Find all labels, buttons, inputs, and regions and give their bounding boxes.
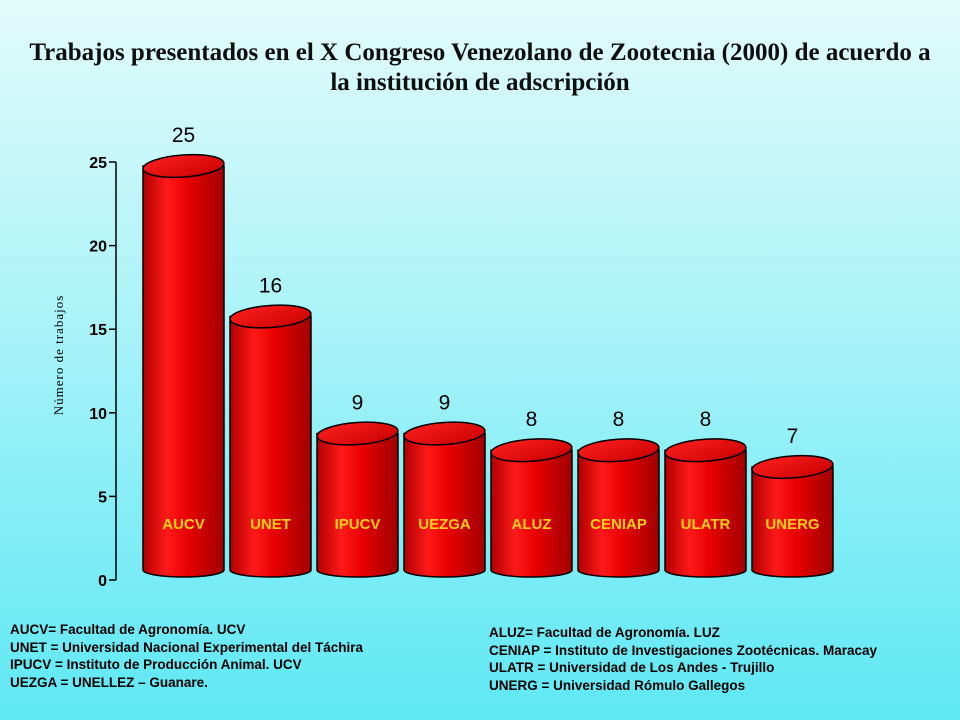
bar-body (403, 432, 486, 578)
bar-aucv: 25 AUCV (142, 124, 225, 578)
bar-category-label: AUCV (162, 516, 205, 533)
bar-uezga: 9 UEZGA (403, 392, 486, 578)
bar-unet: 16 UNET (229, 274, 312, 578)
bar-body (664, 449, 747, 578)
legend-right-line: ALUZ= Facultad de Agronomía. LUZ (489, 625, 720, 640)
legend-left: AUCV= Facultad de Agronomía. UCV UNET = … (10, 621, 363, 691)
bar-unerg: 7 UNERG (751, 425, 834, 578)
legend-left-line: UNET = Universidad Nacional Experimental… (10, 639, 363, 655)
bar-top (229, 304, 312, 329)
bar-aluz: 8 ALUZ (490, 408, 573, 578)
bar-value-label: 7 (787, 425, 799, 448)
bar-value-label: 8 (700, 408, 712, 431)
bar-body (229, 315, 312, 578)
y-tick-label: 0 (98, 573, 107, 590)
bar-ipucv: 9 IPUCV (316, 392, 399, 578)
legend-left-line: UEZGA = UNELLEZ – Guanare. (10, 674, 208, 690)
y-tick-label: 10 (89, 406, 107, 423)
bar-category-label: IPUCV (335, 516, 381, 533)
bar-value-label: 16 (259, 274, 282, 297)
bar-top (316, 421, 399, 446)
legend-right-line: UNERG = Universidad Rómulo Gallegos (489, 677, 746, 693)
bar-top (577, 438, 660, 463)
legend-right: ALUZ= Facultad de Agronomía. LUZ CENIAP … (489, 624, 877, 694)
bar-top (490, 438, 573, 463)
bar-category-label: UEZGA (418, 516, 471, 533)
bar-category-label: ALUZ (512, 516, 552, 533)
bar-value-label: 9 (439, 392, 451, 415)
bar-chart: 0 5 10 15 20 25 Número de trabajos 25 AUCV 16 UNE… (51, 124, 834, 590)
bar-body (490, 449, 573, 578)
bar-category-label: UNET (250, 516, 291, 533)
bar-category-label: ULATR (681, 516, 731, 533)
bar-category-label: UNERG (765, 516, 819, 533)
bar-body (142, 165, 225, 578)
bar-ulatr: 8 ULATR (664, 408, 747, 578)
bar-value-label: 25 (172, 124, 195, 147)
y-tick-label: 15 (89, 322, 107, 339)
bar-value-label: 9 (352, 392, 364, 415)
chart-title: Trabajos presentados en el X Congreso Ve… (29, 39, 931, 96)
bar-top (751, 454, 834, 480)
legend-right-line: ULATR = Universidad de Los Andes - Truji… (489, 660, 775, 675)
bar-body (316, 432, 399, 578)
bar-top (664, 438, 747, 463)
bar-body (751, 466, 834, 578)
legend-left-line: AUCV= Facultad de Agronomía. UCV (10, 622, 246, 637)
bar-value-label: 8 (526, 408, 538, 431)
legend-right-line: CENIAP = Instituto de Investigaciones Zo… (489, 642, 877, 658)
bar-top (142, 153, 225, 179)
bar-category-label: CENIAP (590, 516, 647, 533)
bar-body (577, 449, 660, 578)
y-axis-title: Número de trabajos (51, 295, 66, 416)
bar-ceniap: 8 CENIAP (577, 408, 660, 578)
y-tick-label: 20 (89, 239, 107, 256)
y-tick-label: 25 (89, 155, 107, 172)
bar-value-label: 8 (613, 408, 625, 431)
y-tick-label: 5 (98, 489, 107, 506)
bar-top (403, 421, 486, 446)
legend-left-line: IPUCV = Instituto de Producción Animal. … (10, 657, 302, 672)
